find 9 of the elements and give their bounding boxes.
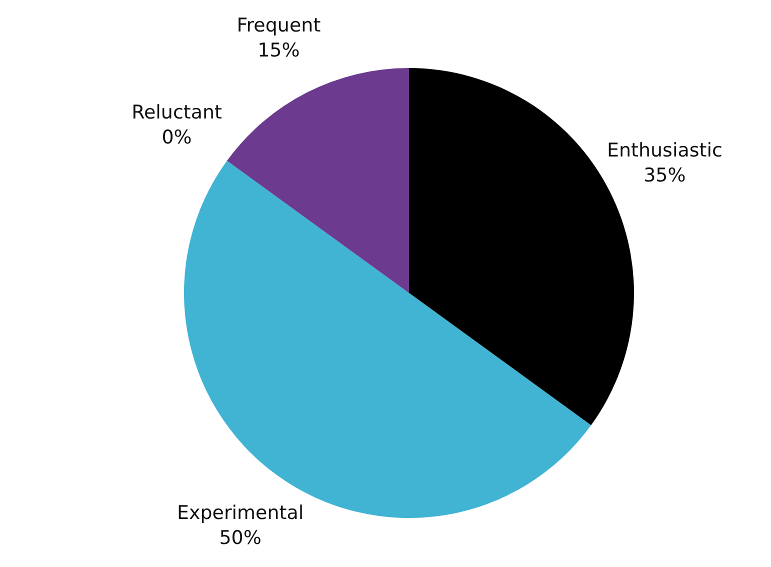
slice-label: Frequent xyxy=(236,14,321,36)
slice-label: Experimental xyxy=(176,502,304,524)
data-label: 50% xyxy=(219,527,262,550)
data-label: 15% xyxy=(258,39,300,62)
text: 0% xyxy=(162,126,192,148)
slice-label: Enthusiastic xyxy=(606,140,722,162)
category-label: Reluctant xyxy=(132,101,222,124)
data-label: 35% xyxy=(644,164,686,187)
pie-slice xyxy=(226,68,409,293)
